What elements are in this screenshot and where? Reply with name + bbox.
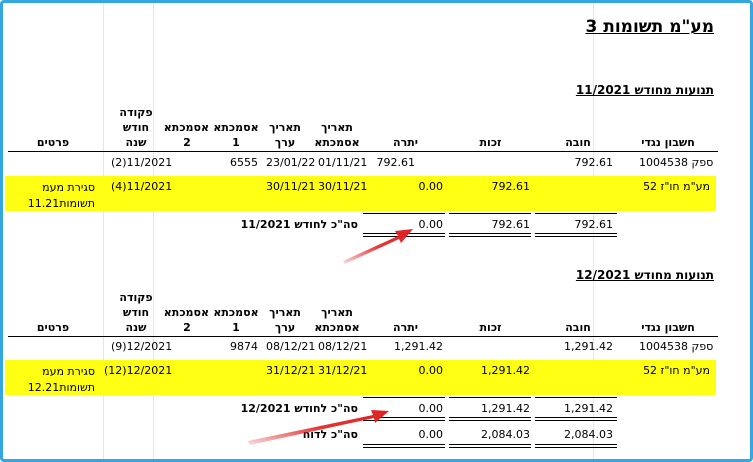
- row-command: (2)11/2021: [111, 156, 173, 169]
- row-balance: 792.61: [376, 156, 416, 169]
- total-balance: 0.00: [418, 218, 444, 231]
- arrow-icon: [248, 410, 389, 445]
- col-ref-date-header: תאריך אסמכתא: [314, 306, 360, 334]
- col-balance-header: יתרה: [393, 321, 418, 334]
- col-account-header: חשבון נגדי: [641, 321, 695, 334]
- guide-line: [593, 3, 594, 459]
- total-rule: [363, 213, 445, 214]
- guide-line: [153, 3, 154, 459]
- col-details-header: פרטים: [36, 136, 70, 149]
- row-value-date: 08/12/21: [266, 340, 316, 353]
- header-rule: [8, 151, 718, 152]
- col-value-date-header: תאריך ערך: [269, 306, 301, 334]
- row-value-date: 23/01/22: [266, 156, 316, 169]
- col-account-header: חשבון נגדי: [641, 136, 695, 149]
- row-credit: 1,291.42: [481, 364, 530, 377]
- row-ref1: 6555: [230, 156, 258, 169]
- col-debit-header: חובה: [565, 136, 591, 149]
- col-credit-header: זכות: [479, 321, 502, 334]
- total-label: סה"כ לחודש 12/2021: [240, 402, 358, 415]
- row-account: ספק 1004538: [639, 156, 714, 169]
- row-highlight: [5, 176, 716, 211]
- report-total-credit: 2,084.03: [481, 428, 530, 441]
- report-total-balance: 0.00: [418, 428, 444, 441]
- row-balance: 0.00: [418, 364, 444, 377]
- row-details: סגירת מעמ תשומות11.21: [27, 181, 95, 210]
- arrow-icon: [343, 229, 413, 264]
- row-value-date: 30/11/21: [266, 180, 316, 193]
- col-ref1-header: אסמכתא 1: [213, 306, 259, 334]
- total-double-rule: [449, 233, 531, 237]
- row-ref-date: 01/11/21: [318, 156, 368, 169]
- row-command: (12)12/2021: [104, 364, 173, 377]
- col-ref2-header: אסמכתא 2: [163, 306, 209, 334]
- row-command: (4)11/2021: [111, 180, 173, 193]
- col-ref1-header: אסמכתא 1: [213, 121, 259, 149]
- col-debit-header: חובה: [565, 321, 591, 334]
- row-account: מע"מ חו"ז 52: [643, 180, 710, 193]
- col-balance-header: יתרה: [393, 136, 418, 149]
- row-highlight: [5, 360, 716, 395]
- annotation-arrows: [248, 229, 413, 445]
- col-value-date-header: תאריך ערך: [269, 121, 301, 149]
- col-ref-date-header: תאריך אסמכתא: [314, 121, 360, 149]
- row-ref-date: 31/12/21: [318, 364, 368, 377]
- total-rule: [449, 213, 531, 214]
- row-account: מע"מ חו"ז 52: [643, 364, 710, 377]
- total-double-rule: [535, 233, 617, 237]
- total-rule: [363, 397, 445, 398]
- row-ref-date: 30/11/21: [318, 180, 368, 193]
- row-balance: 0.00: [418, 180, 444, 193]
- row-details: סגירת מעמ תשומות12.21: [27, 365, 95, 394]
- section-heading: תנועות מחודש 11/2021: [575, 83, 714, 97]
- total-rule: [535, 213, 617, 214]
- row-value-date: 31/12/21: [266, 364, 316, 377]
- col-command-header: פקודה חודש שנה: [119, 106, 153, 149]
- report-total-double-rule: [535, 444, 617, 448]
- report-total-debit: 2,084.03: [564, 428, 613, 441]
- total-double-rule: [449, 417, 531, 421]
- report-total-label: סה"כ לדוח: [302, 428, 358, 441]
- row-account: ספק 1004538: [639, 340, 714, 353]
- total-double-rule: [535, 417, 617, 421]
- row-ref1: 9874: [230, 340, 258, 353]
- report-total-double-rule: [363, 444, 445, 448]
- row-ref-date: 08/12/21: [318, 340, 368, 353]
- row-debit: 792.61: [574, 156, 614, 169]
- report-title: מע"מ תשומות 3: [585, 17, 714, 37]
- total-label: סה"כ לחודש 11/2021: [240, 218, 358, 231]
- total-double-rule: [363, 417, 445, 421]
- header-rule: [8, 336, 718, 337]
- total-rule: [449, 397, 531, 398]
- total-debit: 1,291.42: [564, 402, 613, 415]
- row-credit: 792.61: [491, 180, 531, 193]
- row-balance: 1,291.42: [394, 340, 443, 353]
- row-debit: 1,291.42: [564, 340, 613, 353]
- total-credit: 1,291.42: [481, 402, 530, 415]
- total-rule: [535, 397, 617, 398]
- total-balance: 0.00: [418, 402, 444, 415]
- section-heading: תנועות מחודש 12/2021: [575, 268, 714, 282]
- report-total-double-rule: [449, 444, 531, 448]
- total-credit: 792.61: [491, 218, 531, 231]
- row-command: (9)12/2021: [111, 340, 173, 353]
- col-command-header: פקודה חודש שנה: [119, 291, 153, 334]
- guide-line: [103, 3, 104, 459]
- total-debit: 792.61: [574, 218, 614, 231]
- col-ref2-header: אסמכתא 2: [163, 121, 209, 149]
- col-details-header: פרטים: [36, 321, 70, 334]
- col-credit-header: זכות: [479, 136, 502, 149]
